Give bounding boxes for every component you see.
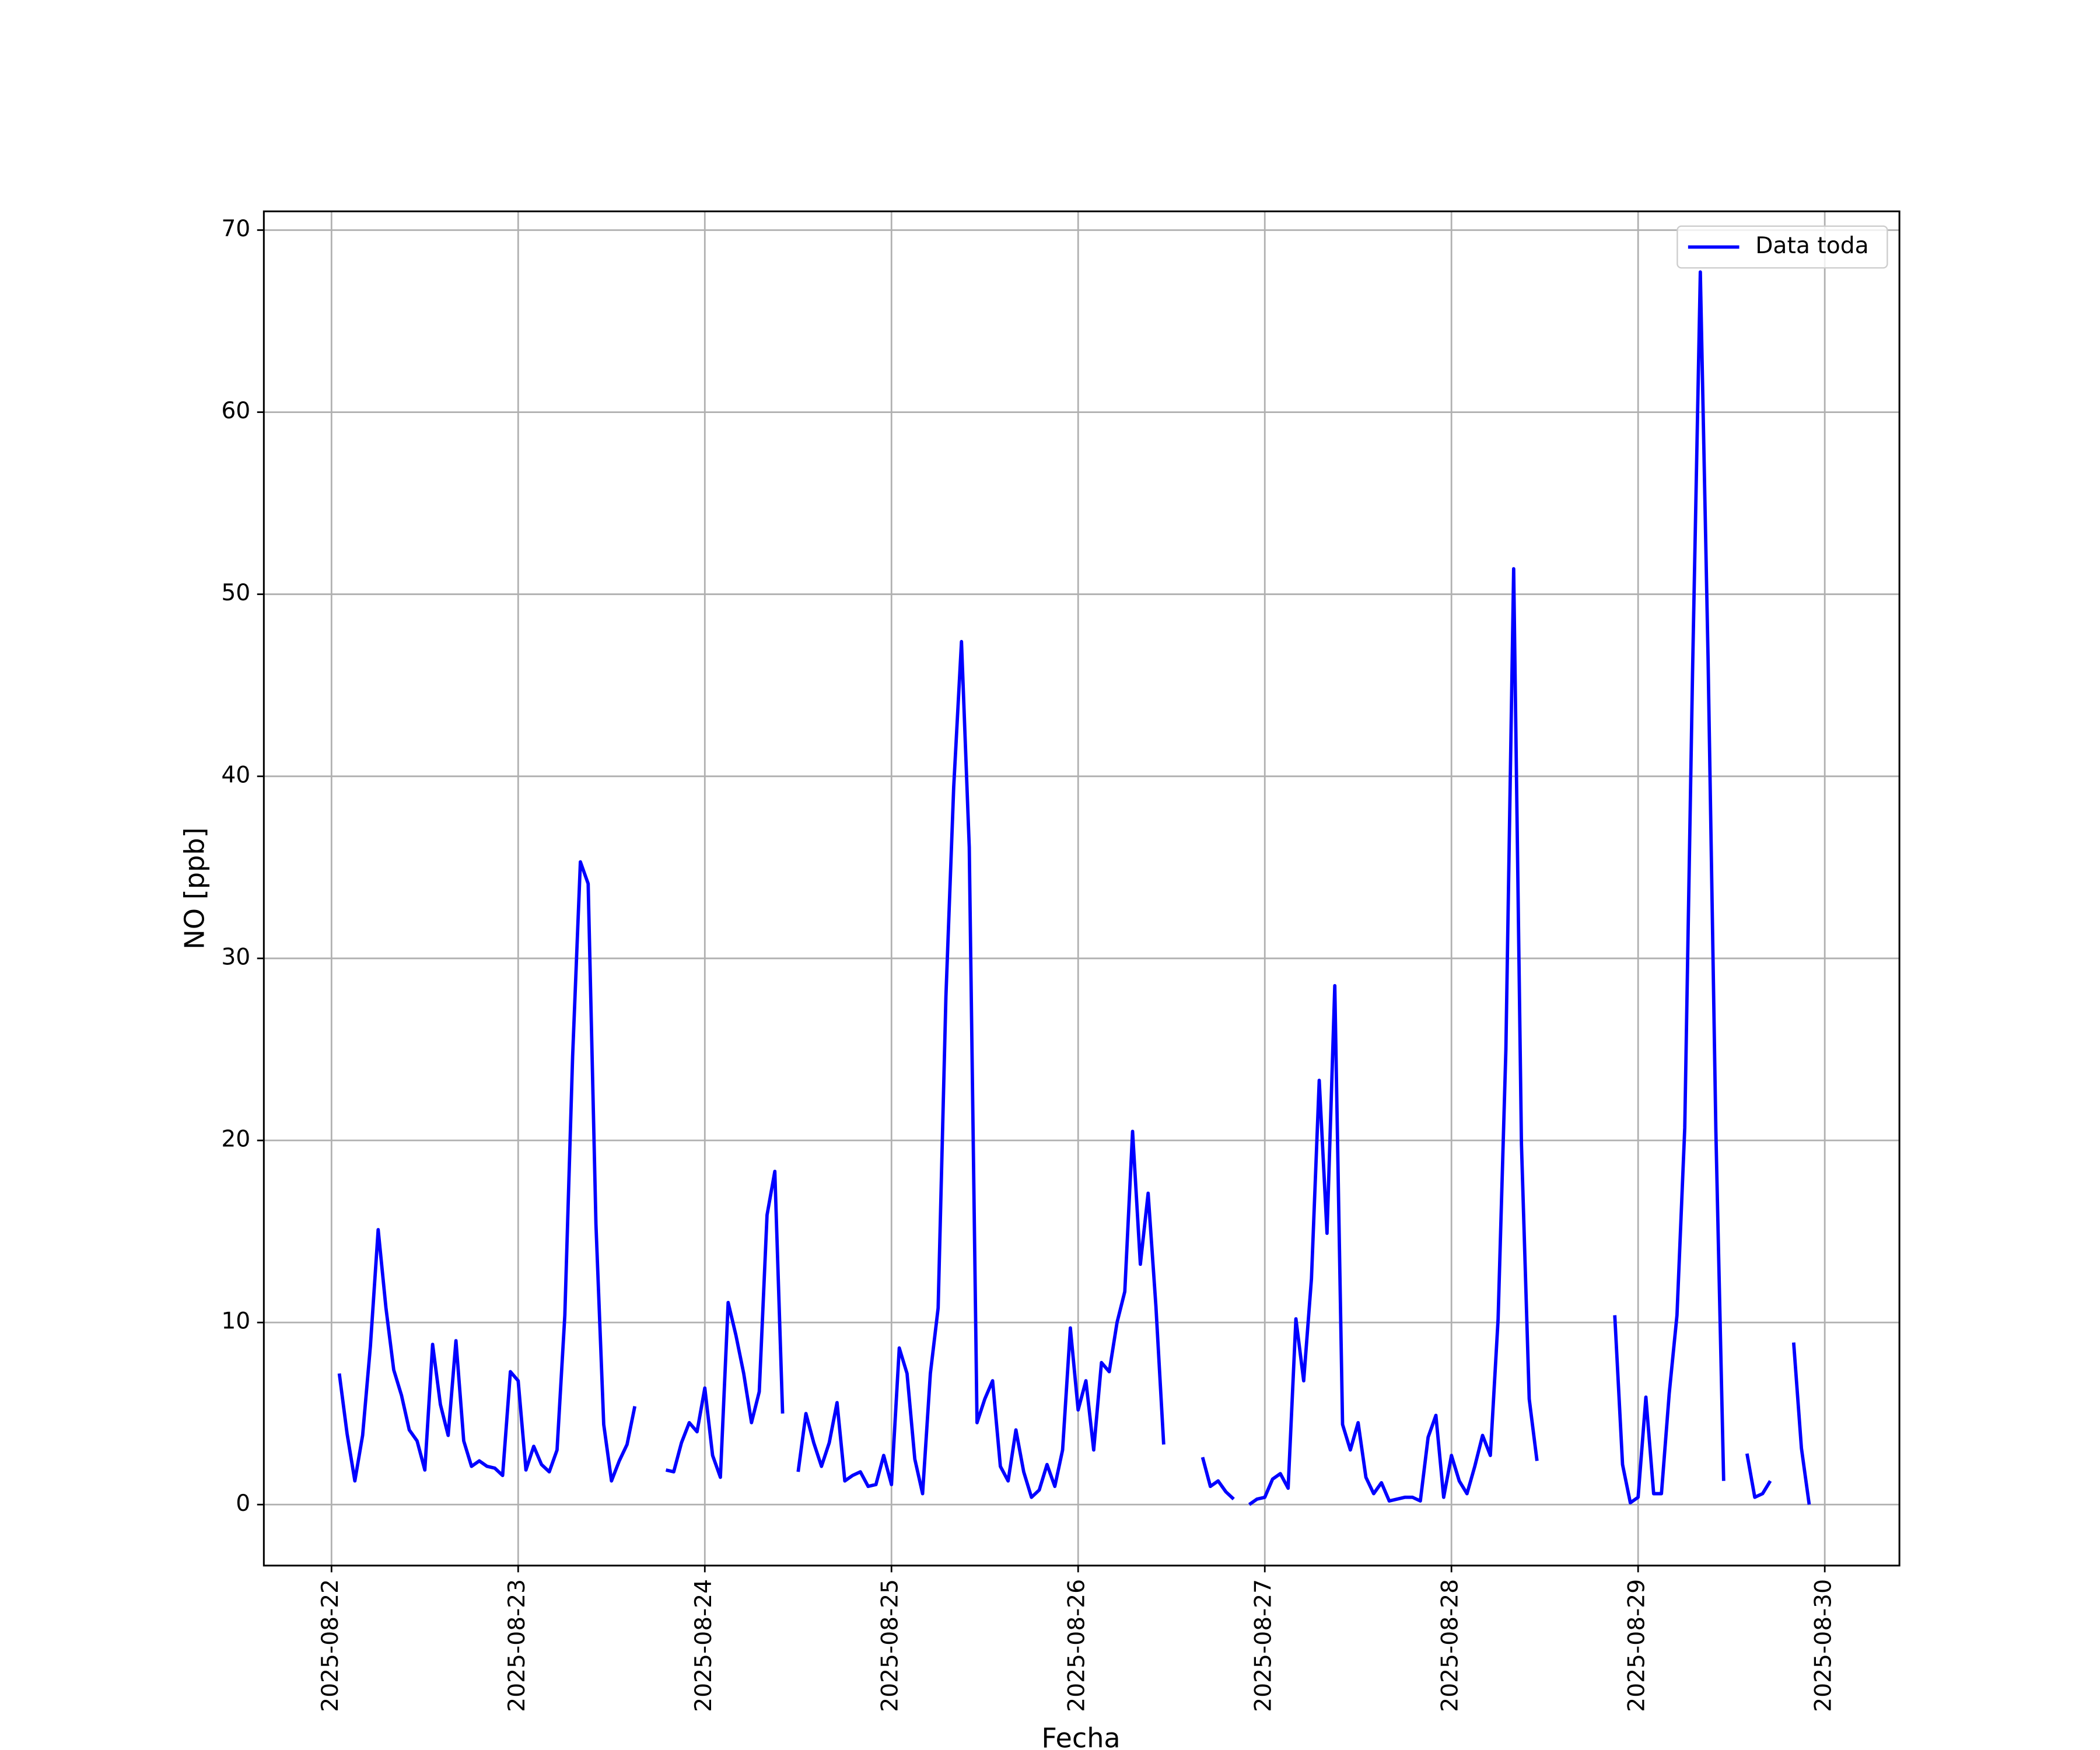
axes-frame bbox=[262, 210, 1901, 1567]
ticks: 0 10 20 30 40 50 60 70 2025-08-22 2025-08-23 2025-… bbox=[221, 216, 1836, 1712]
grid bbox=[264, 211, 1900, 1566]
x-tick-label: 2025-08-26 bbox=[1064, 1579, 1090, 1712]
x-tick-label: 2025-08-24 bbox=[691, 1579, 717, 1712]
y-axis-label: NO [ppb] bbox=[178, 827, 210, 949]
x-tick-label: 2025-08-30 bbox=[1811, 1579, 1837, 1712]
y-tick-label: 30 bbox=[221, 944, 250, 970]
legend-box bbox=[1676, 225, 1888, 269]
x-axis-label: Fecha bbox=[1041, 1722, 1120, 1750]
plot-area bbox=[337, 270, 1811, 1506]
legend-label: Data toda bbox=[1755, 233, 1868, 259]
x-tick-label: 2025-08-28 bbox=[1437, 1579, 1464, 1712]
x-tick-label: 2025-08-23 bbox=[504, 1579, 530, 1712]
legend: Data toda bbox=[1676, 225, 1888, 269]
y-tick-label: 70 bbox=[221, 216, 250, 242]
x-tick-label: 2025-08-29 bbox=[1624, 1579, 1650, 1712]
y-tick-label: 60 bbox=[221, 398, 250, 424]
y-tick-label: 50 bbox=[221, 580, 250, 606]
x-tick-label: 2025-08-27 bbox=[1251, 1579, 1277, 1712]
x-tick-label: 2025-08-25 bbox=[877, 1579, 904, 1712]
y-tick-label: 0 bbox=[236, 1490, 250, 1517]
y-tick-label: 20 bbox=[221, 1126, 250, 1153]
data-line bbox=[337, 270, 1811, 1506]
y-tick-label: 40 bbox=[221, 762, 250, 788]
x-tick-label: 2025-08-22 bbox=[317, 1579, 344, 1712]
y-tick-label: 10 bbox=[221, 1308, 250, 1335]
